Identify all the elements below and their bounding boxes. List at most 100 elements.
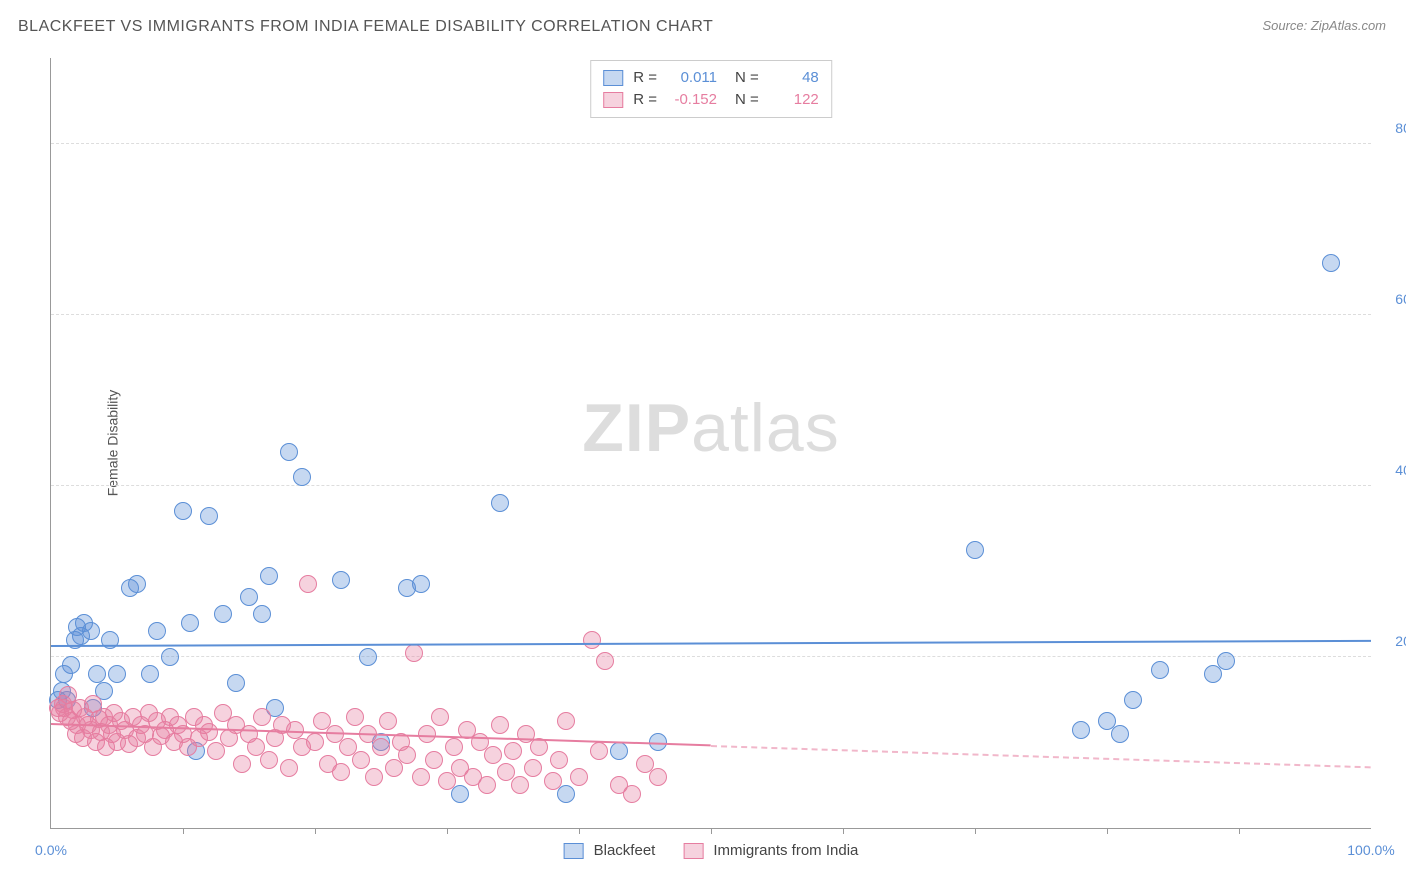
- r-label: R =: [633, 89, 657, 111]
- data-point: [966, 541, 984, 559]
- x-tick: [1239, 828, 1240, 834]
- data-point: [1217, 652, 1235, 670]
- data-point: [346, 708, 364, 726]
- data-point: [352, 751, 370, 769]
- data-point: [431, 708, 449, 726]
- y-tick-label: 40.0%: [1395, 462, 1406, 478]
- data-point: [253, 605, 271, 623]
- data-point: [491, 494, 509, 512]
- data-point: [332, 763, 350, 781]
- legend-label: Immigrants from India: [713, 840, 858, 862]
- data-point: [524, 759, 542, 777]
- data-point: [1111, 725, 1129, 743]
- r-value: -0.152: [667, 89, 717, 111]
- y-tick-label: 80.0%: [1395, 120, 1406, 136]
- legend-swatch: [564, 843, 584, 859]
- stats-legend: R = 0.011 N = 48R = -0.152 N = 122: [590, 60, 832, 118]
- data-point: [108, 665, 126, 683]
- x-tick: [183, 828, 184, 834]
- data-point: [1151, 661, 1169, 679]
- gridline: [51, 485, 1371, 486]
- n-label: N =: [735, 67, 759, 89]
- data-point: [596, 652, 614, 670]
- data-point: [128, 575, 146, 593]
- n-value: 48: [769, 67, 819, 89]
- data-point: [280, 759, 298, 777]
- y-tick-label: 20.0%: [1395, 633, 1406, 649]
- watermark-light: atlas: [691, 390, 840, 466]
- data-point: [570, 768, 588, 786]
- data-point: [1124, 691, 1142, 709]
- y-tick-label: 60.0%: [1395, 291, 1406, 307]
- x-tick-label: 0.0%: [35, 842, 67, 858]
- data-point: [359, 648, 377, 666]
- x-tick: [315, 828, 316, 834]
- data-point: [62, 656, 80, 674]
- data-point: [306, 733, 324, 751]
- watermark-bold: ZIP: [582, 390, 691, 466]
- gridline: [51, 656, 1371, 657]
- x-tick: [711, 828, 712, 834]
- data-point: [280, 443, 298, 461]
- data-point: [623, 785, 641, 803]
- data-point: [425, 751, 443, 769]
- data-point: [227, 674, 245, 692]
- data-point: [174, 502, 192, 520]
- plot-area: Female Disability ZIPatlas R = 0.011 N = 48…: [50, 58, 1371, 829]
- trend-line: [711, 745, 1371, 768]
- data-point: [590, 742, 608, 760]
- data-point: [161, 648, 179, 666]
- x-tick-label: 100.0%: [1347, 842, 1394, 858]
- data-point: [365, 768, 383, 786]
- data-point: [293, 468, 311, 486]
- x-tick: [975, 828, 976, 834]
- data-point: [451, 785, 469, 803]
- data-point: [484, 746, 502, 764]
- legend-swatch: [603, 92, 623, 108]
- watermark: ZIPatlas: [582, 389, 839, 467]
- trend-line: [51, 639, 1371, 646]
- r-value: 0.011: [667, 67, 717, 89]
- stats-legend-row: R =-0.152N =122: [603, 89, 819, 111]
- gridline: [51, 314, 1371, 315]
- data-point: [557, 785, 575, 803]
- chart-title: BLACKFEET VS IMMIGRANTS FROM INDIA FEMAL…: [18, 18, 713, 36]
- data-point: [445, 738, 463, 756]
- x-tick: [843, 828, 844, 834]
- data-point: [1322, 254, 1340, 272]
- x-tick: [447, 828, 448, 834]
- data-point: [332, 571, 350, 589]
- x-tick: [579, 828, 580, 834]
- data-point: [491, 716, 509, 734]
- data-point: [141, 665, 159, 683]
- data-point: [260, 751, 278, 769]
- data-point: [372, 738, 390, 756]
- stats-legend-row: R = 0.011 N = 48: [603, 67, 819, 89]
- data-point: [412, 575, 430, 593]
- legend-item: Immigrants from India: [683, 840, 858, 862]
- n-value: 122: [769, 89, 819, 111]
- data-point: [82, 622, 100, 640]
- data-point: [557, 712, 575, 730]
- r-label: R =: [633, 67, 657, 89]
- data-point: [286, 721, 304, 739]
- legend-swatch: [683, 843, 703, 859]
- data-point: [398, 746, 416, 764]
- data-point: [88, 665, 106, 683]
- data-point: [379, 712, 397, 730]
- data-point: [583, 631, 601, 649]
- data-point: [412, 768, 430, 786]
- data-point: [181, 614, 199, 632]
- x-tick: [1107, 828, 1108, 834]
- data-point: [260, 567, 278, 585]
- data-point: [504, 742, 522, 760]
- legend-item: Blackfeet: [564, 840, 656, 862]
- y-axis-label: Female Disability: [104, 390, 120, 497]
- data-point: [253, 708, 271, 726]
- data-point: [405, 644, 423, 662]
- data-point: [200, 723, 218, 741]
- source-attribution: Source: ZipAtlas.com: [1262, 18, 1386, 33]
- data-point: [544, 772, 562, 790]
- legend-swatch: [603, 70, 623, 86]
- data-point: [233, 755, 251, 773]
